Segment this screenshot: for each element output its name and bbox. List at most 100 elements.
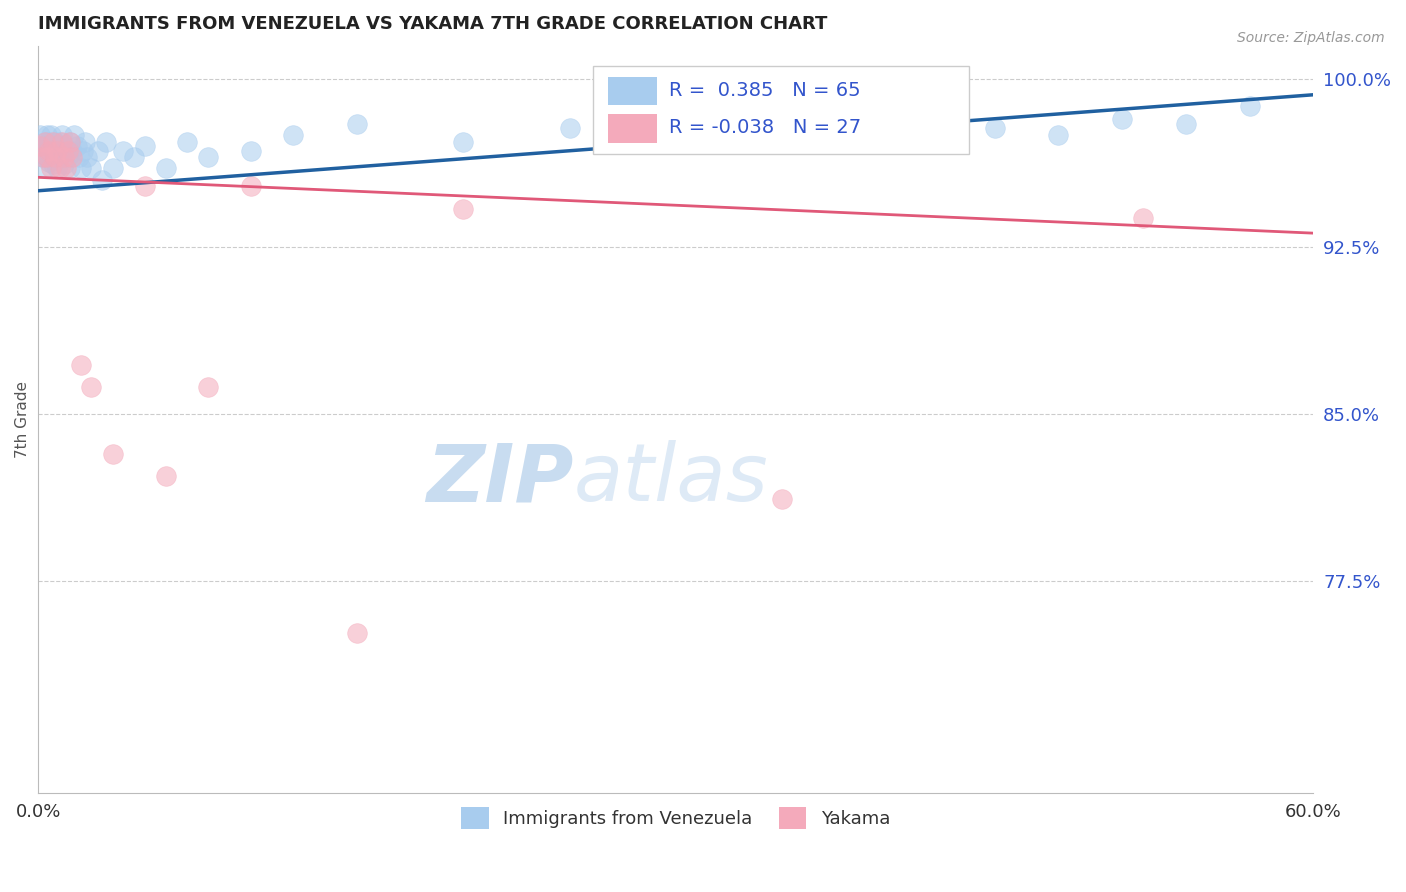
Point [1174, 117, 1197, 131]
Point [48, 161, 70, 176]
Point [31, 150, 53, 164]
Point [38, 144, 60, 158]
Point [835, 105, 858, 120]
Point [59, 135, 82, 149]
Point [453, 135, 475, 149]
Point [75, 135, 97, 149]
Point [920, 117, 942, 131]
Point [44, 150, 66, 164]
Text: atlas: atlas [574, 441, 769, 518]
Point [1111, 112, 1133, 127]
Point [30, 128, 52, 142]
Point [112, 144, 135, 158]
Point [122, 150, 145, 164]
Point [42, 139, 65, 153]
Point [239, 179, 262, 194]
Point [31, 150, 53, 164]
Point [80, 161, 103, 176]
Point [56, 144, 79, 158]
Legend: Immigrants from Venezuela, Yakama: Immigrants from Venezuela, Yakama [454, 800, 897, 837]
Point [983, 121, 1005, 136]
Point [48, 150, 70, 164]
Point [31, 139, 53, 153]
Point [101, 447, 124, 461]
Point [52, 150, 75, 164]
Point [67, 150, 90, 164]
Point [453, 202, 475, 216]
Point [38, 154, 60, 169]
Y-axis label: 7th Grade: 7th Grade [15, 381, 30, 458]
Point [38, 135, 60, 149]
Point [346, 625, 368, 640]
Point [134, 139, 156, 153]
Point [35, 139, 58, 153]
Point [39, 150, 62, 164]
Point [96, 135, 118, 149]
Point [60, 150, 83, 164]
Point [39, 161, 62, 176]
Point [1047, 128, 1070, 142]
Text: R = -0.038   N = 27: R = -0.038 N = 27 [669, 119, 862, 137]
Point [30, 139, 52, 153]
Point [55, 144, 77, 158]
Point [134, 179, 156, 194]
Point [155, 469, 177, 483]
Point [65, 139, 87, 153]
Point [155, 161, 177, 176]
Point [770, 491, 793, 506]
Point [51, 128, 73, 142]
Point [87, 144, 110, 158]
Point [44, 150, 66, 164]
Point [42, 135, 65, 149]
Point [283, 128, 305, 142]
Point [52, 157, 75, 171]
Point [34, 144, 56, 158]
Point [35, 128, 58, 142]
Point [69, 161, 91, 176]
Point [346, 117, 368, 131]
Text: R =  0.385   N = 65: R = 0.385 N = 65 [669, 81, 860, 100]
Point [76, 150, 98, 164]
Point [34, 161, 56, 176]
Point [35, 150, 58, 164]
Point [42, 144, 65, 158]
Point [72, 144, 94, 158]
Point [55, 161, 77, 176]
Point [197, 150, 219, 164]
Point [91, 172, 114, 186]
Point [42, 157, 65, 171]
Point [63, 128, 86, 142]
Point [51, 135, 73, 149]
Point [46, 144, 69, 158]
Point [69, 358, 91, 372]
Point [60, 144, 83, 158]
Point [46, 161, 69, 176]
Point [39, 128, 62, 142]
Point [51, 144, 73, 158]
Point [80, 380, 103, 394]
Point [34, 135, 56, 149]
Point [35, 150, 58, 164]
Point [1239, 99, 1261, 113]
FancyBboxPatch shape [593, 66, 969, 154]
Point [46, 144, 69, 158]
FancyBboxPatch shape [609, 114, 657, 143]
Point [197, 380, 219, 394]
Point [38, 144, 60, 158]
Point [558, 121, 581, 136]
Point [1132, 211, 1154, 225]
Text: Source: ZipAtlas.com: Source: ZipAtlas.com [1237, 31, 1385, 45]
Text: ZIP: ZIP [426, 441, 574, 518]
Point [39, 139, 62, 153]
Point [34, 135, 56, 149]
FancyBboxPatch shape [609, 77, 657, 105]
Point [52, 139, 75, 153]
Point [59, 161, 82, 176]
Text: IMMIGRANTS FROM VENEZUELA VS YAKAMA 7TH GRADE CORRELATION CHART: IMMIGRANTS FROM VENEZUELA VS YAKAMA 7TH … [38, 15, 828, 33]
Point [59, 135, 82, 149]
Point [770, 112, 793, 127]
Point [44, 135, 66, 149]
Point [48, 135, 70, 149]
Point [56, 150, 79, 164]
Point [665, 128, 688, 142]
